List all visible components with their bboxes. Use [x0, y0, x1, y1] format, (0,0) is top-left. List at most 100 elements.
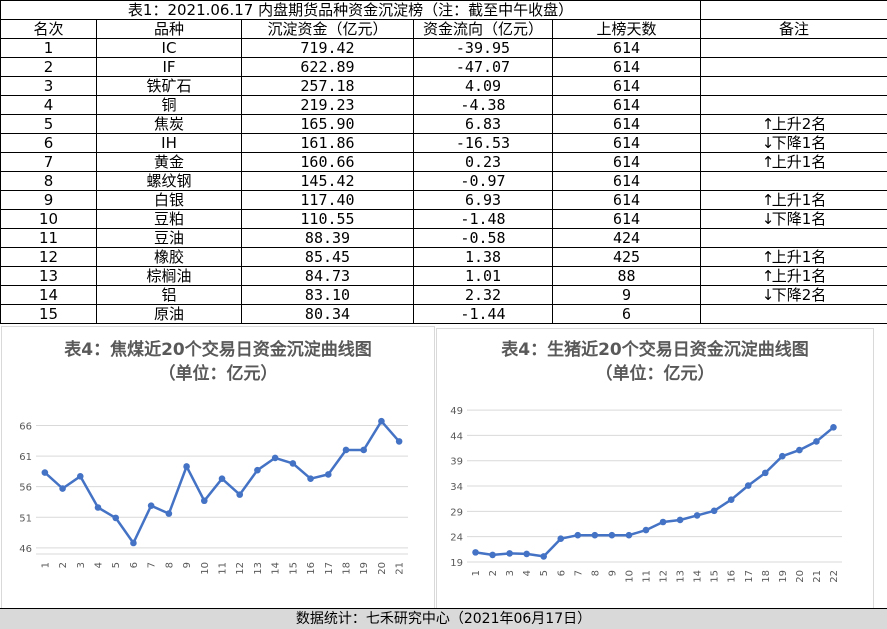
cell-name: 铜 — [97, 96, 242, 115]
x-tick-label: 17 — [324, 562, 335, 575]
x-tick-label: 16 — [306, 562, 317, 575]
cell-note: ↑上升1名 — [701, 191, 887, 210]
cell-days: 614 — [553, 115, 701, 134]
cell-name: 豆油 — [97, 229, 242, 248]
rank-change-arrow-icon: ↑ — [762, 153, 772, 171]
cell-name: 原油 — [97, 305, 242, 324]
cell-note: ↑上升1名 — [701, 153, 887, 172]
cell-rank: 1 — [1, 39, 97, 58]
cell-amount: 84.73 — [242, 267, 414, 286]
cell-rank: 11 — [1, 229, 97, 248]
x-tick-label: 9 — [182, 562, 193, 568]
cell-rank: 8 — [1, 172, 97, 191]
cell-rank: 6 — [1, 134, 97, 153]
data-point — [307, 475, 314, 482]
cell-amount: 85.45 — [242, 248, 414, 267]
cell-flow: 1.38 — [414, 248, 553, 267]
x-tick-label: 2 — [488, 570, 499, 576]
cell-note — [701, 229, 887, 248]
cell-rank: 14 — [1, 286, 97, 305]
data-point — [830, 424, 837, 431]
cell-amount: 83.10 — [242, 286, 414, 305]
table-title: 表1：2021.06.17 内盘期货品种资金沉淀榜（注：截至中午收盘） — [1, 1, 701, 20]
y-tick-label: 51 — [19, 513, 32, 524]
data-point — [201, 497, 208, 504]
cell-flow: -39.95 — [414, 39, 553, 58]
x-tick-label: 11 — [641, 570, 652, 583]
data-point — [166, 510, 173, 517]
cell-note — [701, 96, 887, 115]
cell-name: 铝 — [97, 286, 242, 305]
x-tick-label: 1 — [40, 562, 51, 568]
x-tick-label: 5 — [539, 570, 550, 576]
data-point — [626, 532, 633, 539]
x-tick-label: 10 — [624, 570, 635, 583]
chart-subtitle: （单位：亿元） — [159, 363, 278, 384]
x-tick-label: 12 — [659, 570, 670, 583]
data-point — [254, 467, 261, 474]
y-tick-label: 34 — [450, 482, 463, 493]
x-tick-label: 13 — [676, 570, 687, 583]
y-tick-label: 44 — [450, 431, 463, 442]
data-point — [506, 550, 513, 557]
data-point — [796, 447, 803, 454]
cell-days: 614 — [553, 134, 701, 153]
cell-note: ↑上升1名 — [701, 248, 887, 267]
cell-amount: 80.34 — [242, 305, 414, 324]
x-tick-label: 7 — [147, 562, 158, 568]
x-tick-label: 18 — [342, 562, 353, 575]
data-point — [290, 460, 297, 467]
rank-change-note: 上升1名 — [772, 248, 827, 266]
cell-days: 614 — [553, 153, 701, 172]
cell-days: 6 — [553, 305, 701, 324]
cell-flow: -1.48 — [414, 210, 553, 229]
header-note: 备注 — [701, 20, 887, 39]
data-point — [762, 470, 769, 477]
x-tick-label: 4 — [94, 562, 105, 568]
y-tick-label: 29 — [450, 507, 463, 518]
y-tick-label: 39 — [450, 457, 463, 468]
rank-change-arrow-icon: ↑ — [762, 191, 772, 209]
cell-rank: 12 — [1, 248, 97, 267]
y-tick-label: 56 — [19, 483, 32, 494]
cell-flow: -47.07 — [414, 58, 553, 77]
cell-name: 黄金 — [97, 153, 242, 172]
data-point — [77, 473, 84, 480]
cell-note: ↓下降1名 — [701, 134, 887, 153]
cell-name: 白银 — [97, 191, 242, 210]
data-point — [219, 475, 226, 482]
rank-change-arrow-icon: ↓ — [762, 286, 772, 304]
x-tick-label: 12 — [235, 562, 246, 575]
rank-change-arrow-icon: ↓ — [762, 210, 772, 228]
data-point — [711, 508, 718, 515]
x-tick-label: 21 — [395, 562, 406, 575]
x-tick-label: 16 — [727, 570, 738, 583]
x-tick-label: 20 — [377, 562, 388, 575]
cell-flow: -4.38 — [414, 96, 553, 115]
x-tick-label: 18 — [761, 570, 772, 583]
cell-note — [701, 58, 887, 77]
chart-subtitle: （单位：亿元） — [596, 363, 715, 384]
data-point — [272, 455, 279, 462]
cell-days: 9 — [553, 286, 701, 305]
cell-rank: 13 — [1, 267, 97, 286]
x-tick-label: 14 — [693, 570, 704, 583]
rank-change-note: 上升1名 — [772, 267, 827, 285]
cell-name: 豆粕 — [97, 210, 242, 229]
cell-amount: 110.55 — [242, 210, 414, 229]
cell-flow: 2.32 — [414, 286, 553, 305]
cell-amount: 160.66 — [242, 153, 414, 172]
data-point — [42, 469, 49, 476]
cell-name: 橡胶 — [97, 248, 242, 267]
cell-rank: 5 — [1, 115, 97, 134]
x-tick-label: 21 — [812, 570, 823, 583]
